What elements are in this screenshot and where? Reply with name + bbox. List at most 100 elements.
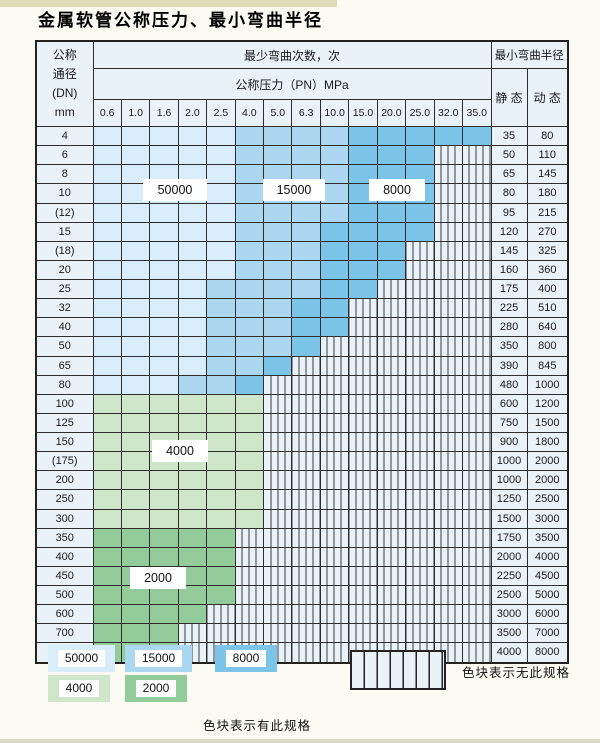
- no-spec-cell: [263, 527, 293, 548]
- no-spec-cell: [348, 336, 378, 357]
- spec-cell: [234, 164, 265, 185]
- legend-available-text: 色块表示有此规格: [203, 719, 312, 733]
- spec-cell: [319, 202, 350, 223]
- pressure-col-header-1.6: 1.6: [149, 99, 179, 127]
- no-spec-cell: [291, 642, 321, 663]
- no-spec-cell: [433, 183, 463, 204]
- no-spec-cell: [348, 317, 378, 338]
- dn-header-line1: 公称: [52, 48, 77, 62]
- no-spec-cell: [319, 489, 350, 510]
- no-spec-cell: [291, 604, 321, 625]
- spec-cell: [120, 317, 151, 338]
- no-spec-cell: [433, 508, 463, 529]
- table-row-dn-40: 40 280 640: [35, 317, 569, 338]
- dn-label: (12): [35, 202, 94, 223]
- no-spec-cell: [461, 527, 492, 548]
- spec-cell: [92, 317, 122, 338]
- no-spec-cell: [348, 470, 378, 491]
- spec-cell: [149, 546, 179, 567]
- spec-cell: [376, 221, 407, 242]
- no-spec-cell: [319, 584, 350, 606]
- dynamic-radius-value: 215: [526, 202, 569, 223]
- static-radius-value: 900: [490, 431, 528, 453]
- spec-cell: [149, 412, 179, 434]
- spec-cell: [177, 259, 208, 281]
- table-row-dn-80: 80 480 1000: [35, 374, 569, 395]
- dn-label: (18): [35, 240, 94, 261]
- dynamic-radius-value: 1000: [526, 374, 569, 395]
- spec-cell: [177, 202, 208, 223]
- spec-cell: [149, 336, 179, 357]
- dn-label: 4: [35, 125, 94, 147]
- spec-cell: [405, 221, 435, 242]
- spec-cell: [177, 221, 208, 242]
- table-row-dn-500: 500 2500 5000: [35, 584, 569, 606]
- spec-cell: [92, 470, 122, 491]
- no-spec-cell: [376, 298, 407, 319]
- spec-cell: [120, 259, 151, 281]
- no-spec-cell: [433, 164, 463, 185]
- no-spec-cell: [376, 278, 407, 300]
- no-spec-cell: [433, 470, 463, 491]
- dn-label: 400: [35, 546, 94, 567]
- no-spec-cell: [405, 336, 435, 357]
- no-spec-cell: [461, 278, 492, 300]
- pressure-header: 公称压力（PN）MPa: [92, 68, 492, 100]
- no-spec-cell: [461, 584, 492, 606]
- spec-cell: [120, 374, 151, 395]
- spec-cell: [234, 355, 265, 376]
- table-row-dn-15: 15 120 270: [35, 221, 569, 242]
- static-radius-value: 750: [490, 412, 528, 434]
- bend-cycles-header: 最少弯曲次数，次: [92, 40, 492, 69]
- table-row-dn-125: 125 750 1500: [35, 412, 569, 434]
- spec-cell: [348, 145, 378, 166]
- dn-label: 10: [35, 183, 94, 204]
- spec-cell: [206, 278, 236, 300]
- spec-cell: [92, 623, 122, 644]
- spec-cell: [177, 374, 208, 395]
- spec-cell: [92, 336, 122, 357]
- no-spec-cell: [319, 546, 350, 567]
- legend-swatch-label: 4000: [58, 680, 100, 697]
- no-spec-cell: [291, 374, 321, 395]
- no-spec-cell: [376, 317, 407, 338]
- dynamic-radius-value: 2000: [526, 470, 569, 491]
- static-radius-value: 4000: [490, 642, 528, 663]
- no-spec-cell: [348, 355, 378, 376]
- dn-label: 50: [35, 336, 94, 357]
- no-spec-cell: [433, 145, 463, 166]
- spec-cell: [234, 240, 265, 261]
- table-row-dn-100: 100 600 1200: [35, 393, 569, 414]
- no-spec-cell: [461, 470, 492, 491]
- spec-cell: [206, 527, 236, 548]
- spec-cell: [177, 240, 208, 261]
- spec-cell: [92, 259, 122, 281]
- dynamic-radius-value: 80: [526, 125, 569, 147]
- spec-cell: [149, 527, 179, 548]
- no-spec-cell: [461, 431, 492, 453]
- cycle-count-label-8000: 8000: [369, 179, 425, 201]
- spec-cell: [177, 508, 208, 529]
- no-spec-cell: [433, 604, 463, 625]
- spec-cell: [149, 125, 179, 147]
- spec-cell: [206, 259, 236, 281]
- spec-cell: [234, 183, 265, 204]
- no-spec-cell: [461, 221, 492, 242]
- dn-label: 250: [35, 489, 94, 510]
- spec-cell: [206, 240, 236, 261]
- spec-cell: [234, 125, 265, 147]
- no-spec-cell: [319, 451, 350, 472]
- table-row-dn-6: 6 50 110: [35, 145, 569, 166]
- no-spec-cell: [291, 355, 321, 376]
- spec-cell: [92, 355, 122, 376]
- dn-header-line4: mm: [54, 105, 75, 119]
- table-row-dn-600: 600 3000 6000: [35, 604, 569, 625]
- no-spec-cell: [405, 527, 435, 548]
- spec-cell: [149, 221, 179, 242]
- spec-cell: [206, 470, 236, 491]
- dynamic-column-header: 动 态: [526, 68, 569, 127]
- no-spec-cell: [405, 240, 435, 261]
- dynamic-radius-value: 180: [526, 183, 569, 204]
- static-radius-value: 2000: [490, 546, 528, 567]
- no-spec-cell: [319, 642, 350, 663]
